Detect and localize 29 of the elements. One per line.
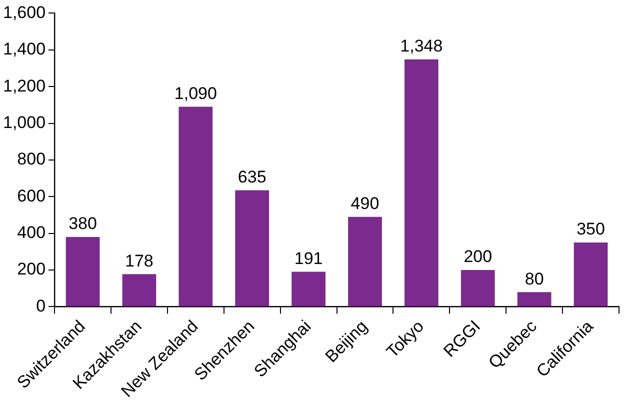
bar <box>348 216 382 306</box>
bar <box>460 270 495 306</box>
data-label: 191 <box>294 248 323 268</box>
y-tick-label: 1,400 <box>2 40 46 59</box>
bar <box>178 106 213 306</box>
y-tick-label: 1,600 <box>2 2 46 22</box>
bar <box>292 272 326 306</box>
bar <box>122 274 156 306</box>
data-label: 200 <box>464 247 492 266</box>
y-tick-label: 0 <box>36 296 46 316</box>
bar <box>404 59 438 306</box>
y-tick-label: 1,000 <box>2 112 46 132</box>
y-tick-label: 600 <box>17 186 46 206</box>
bar <box>517 292 552 306</box>
bar <box>66 237 100 306</box>
data-label: 178 <box>125 251 154 270</box>
y-tick-label: 1,200 <box>2 76 46 96</box>
y-tick-label: 200 <box>17 260 46 279</box>
bar <box>574 242 608 306</box>
data-label: 1,090 <box>174 84 217 103</box>
data-label: 1,348 <box>400 36 443 56</box>
data-label: 380 <box>68 214 97 234</box>
data-label: 80 <box>524 269 544 288</box>
bar <box>235 190 270 306</box>
data-label: 490 <box>350 194 380 214</box>
y-tick-label: 400 <box>17 223 46 242</box>
data-label: 350 <box>576 220 605 239</box>
data-label: 635 <box>238 167 266 186</box>
y-tick-label: 800 <box>17 150 46 169</box>
